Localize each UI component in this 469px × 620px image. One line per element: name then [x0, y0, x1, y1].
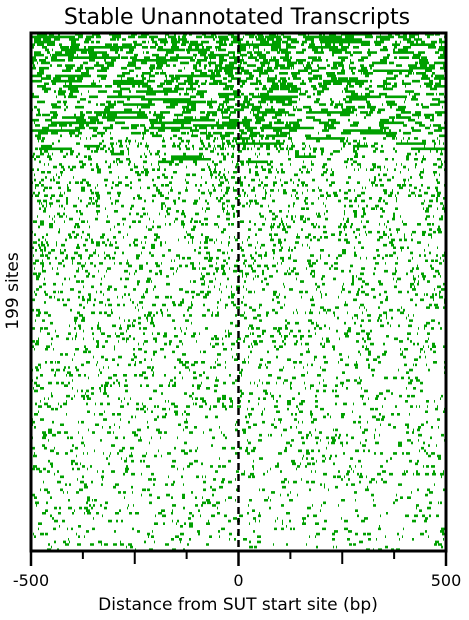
heatmap-signal — [31, 33, 446, 551]
x-tick-label: -500 — [13, 571, 49, 590]
heatmap-cells — [31, 33, 446, 551]
x-tick-label: 500 — [431, 571, 462, 590]
chart-title: Stable Unannotated Transcripts — [64, 5, 410, 30]
x-axis-label: Distance from SUT start site (bp) — [98, 595, 378, 615]
x-axis: -500 0 500 — [13, 551, 461, 590]
y-axis-label: 199 sites — [3, 252, 23, 330]
x-tick-label: 0 — [233, 571, 243, 590]
